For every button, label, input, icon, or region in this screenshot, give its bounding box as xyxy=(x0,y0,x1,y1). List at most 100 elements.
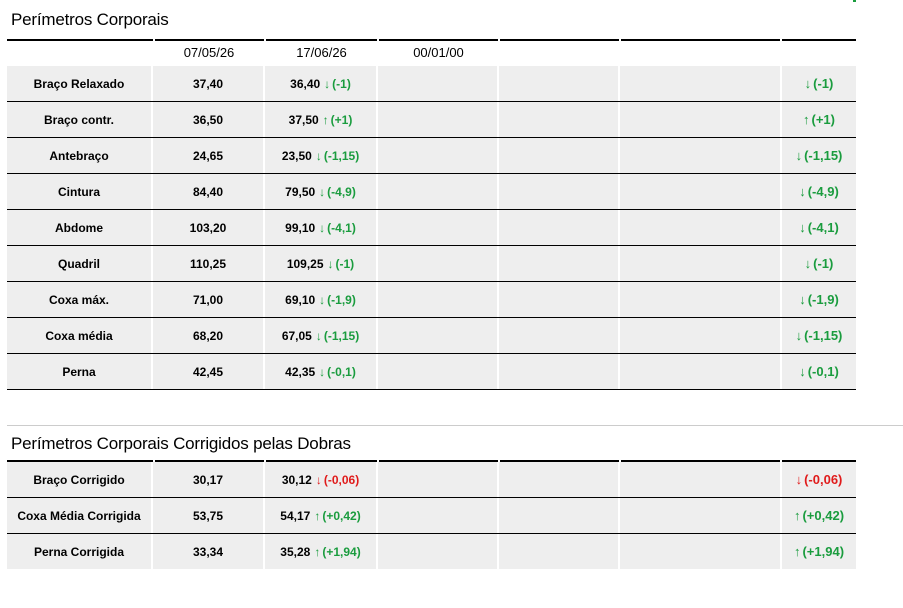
value-text: 42,35 xyxy=(285,364,316,379)
empty-cell xyxy=(620,354,782,389)
delta-text: (+1,94) xyxy=(802,544,845,559)
arrow-down-icon: ↓ xyxy=(315,328,322,343)
delta-value: ↓ (-1,15) xyxy=(796,148,843,163)
arrow-down-icon: ↓ xyxy=(799,292,806,307)
row-label: Coxa máx. xyxy=(7,282,153,317)
corner-mark xyxy=(853,0,856,2)
delta-text: (-0,1) xyxy=(327,364,356,379)
trend-cell: ↓ (-1,15) xyxy=(782,318,856,353)
row-separator xyxy=(7,173,856,174)
trend-cell: ↓ (-1) xyxy=(782,246,856,281)
row-separator xyxy=(7,245,856,246)
delta-text: (-4,9) xyxy=(327,184,356,199)
delta-text: (-1,9) xyxy=(807,292,839,307)
table-row: Abdome 103,20 99,10 ↓ (-4,1) ↓ (-4,1) xyxy=(7,210,856,245)
empty-cell xyxy=(499,174,620,209)
trend-cell: ↓ (-0,06) xyxy=(782,462,856,497)
value-text: 79,50 xyxy=(285,184,316,199)
arrow-down-icon: ↓ xyxy=(804,256,812,271)
delta-text: (-1,15) xyxy=(323,328,360,343)
empty-cell xyxy=(620,66,782,101)
section-title-corrigidos: Perímetros Corporais Corrigidos pelas Do… xyxy=(11,434,351,453)
row-separator xyxy=(7,209,856,210)
table-row: Coxa média 68,20 67,05 ↓ (-1,15) ↓ (-1,15) xyxy=(7,318,856,353)
empty-cell xyxy=(620,210,782,245)
delta-text: (+0,42) xyxy=(322,508,361,523)
header-bar-2 xyxy=(7,460,857,462)
trend-cell: ↓ (-4,1) xyxy=(782,210,856,245)
value-date-2: 69,10 ↓ (-1,9) xyxy=(265,282,378,317)
empty-cell xyxy=(499,102,620,137)
delta-value: ↑ (+1) xyxy=(803,112,835,127)
delta-value: ↓ (-1,9) xyxy=(319,293,356,307)
delta-value: ↑ (+1,94) xyxy=(314,545,360,559)
value-date-2: 67,05 ↓ (-1,15) xyxy=(265,318,378,353)
table-row: Perna 42,45 42,35 ↓ (-0,1) ↓ (-0,1) xyxy=(7,354,856,389)
value-text: 99,10 xyxy=(285,220,316,235)
empty-cell xyxy=(499,210,620,245)
table-row: Braço Relaxado 37,40 36,40 ↓ (-1) ↓ (-1) xyxy=(7,66,856,101)
empty-cell xyxy=(620,138,782,173)
arrow-down-icon: ↓ xyxy=(324,76,331,91)
trend-cell: ↑ (+0,42) xyxy=(782,498,856,533)
value-text: 36,40 xyxy=(290,76,321,91)
arrow-down-icon: ↓ xyxy=(795,472,803,487)
row-separator xyxy=(7,281,856,282)
date-col-3: 00/01/00 xyxy=(413,45,464,60)
delta-text: (-1,15) xyxy=(804,148,843,163)
value-date-1: 68,20 xyxy=(153,318,265,353)
table-row: Perna Corrigida 33,34 35,28 ↑ (+1,94) ↑ (+1,94… xyxy=(7,534,856,569)
value-text: 67,05 xyxy=(281,328,312,343)
value-date-1: 33,34 xyxy=(153,534,265,569)
arrow-down-icon: ↓ xyxy=(799,220,806,235)
arrow-down-icon: ↓ xyxy=(327,256,334,271)
arrow-up-icon: ↑ xyxy=(793,508,801,523)
row-separator xyxy=(7,533,856,534)
row-label: Coxa média xyxy=(7,318,153,353)
value-date-2: 30,12 ↓ (-0,06) xyxy=(265,462,378,497)
value-text: 23,50 xyxy=(281,148,312,163)
delta-value: ↓ (-1) xyxy=(324,77,351,91)
table-row: Cintura 84,40 79,50 ↓ (-4,9) ↓ (-4,9) xyxy=(7,174,856,209)
empty-cell xyxy=(620,174,782,209)
trend-cell: ↓ (-4,9) xyxy=(782,174,856,209)
trend-cell: ↓ (-1,9) xyxy=(782,282,856,317)
arrow-down-icon: ↓ xyxy=(315,472,322,487)
row-label: Braço contr. xyxy=(7,102,153,137)
delta-text: (-1,15) xyxy=(804,328,843,343)
value-date-3 xyxy=(378,534,499,569)
trend-cell: ↓ (-0,1) xyxy=(782,354,856,389)
empty-cell xyxy=(499,462,620,497)
delta-text: (+1) xyxy=(811,112,835,127)
delta-value: ↓ (-4,1) xyxy=(799,220,839,235)
delta-value: ↓ (-0,06) xyxy=(796,472,843,487)
delta-value: ↓ (-0,06) xyxy=(316,473,359,487)
delta-value: ↓ (-4,1) xyxy=(319,221,356,235)
arrow-down-icon: ↓ xyxy=(315,148,322,163)
value-date-2: 23,50 ↓ (-1,15) xyxy=(265,138,378,173)
trend-cell: ↓ (-1,15) xyxy=(782,138,856,173)
empty-cell xyxy=(620,498,782,533)
delta-value: ↓ (-1) xyxy=(328,257,355,271)
delta-text: (-1,9) xyxy=(327,292,356,307)
value-date-1: 24,65 xyxy=(153,138,265,173)
trend-cell: ↓ (-1) xyxy=(782,66,856,101)
section-title-perimetros: Perímetros Corporais xyxy=(11,10,169,29)
empty-cell xyxy=(499,498,620,533)
value-date-3 xyxy=(378,462,499,497)
delta-text: (+0,42) xyxy=(802,508,845,523)
empty-cell xyxy=(620,282,782,317)
value-date-1: 36,50 xyxy=(153,102,265,137)
arrow-down-icon: ↓ xyxy=(319,292,326,307)
value-date-3 xyxy=(378,498,499,533)
value-date-1: 30,17 xyxy=(153,462,265,497)
table-row: Braço contr. 36,50 37,50 ↑ (+1) ↑ (+1) xyxy=(7,102,856,137)
delta-value: ↓ (-4,9) xyxy=(799,184,839,199)
table-row: Coxa Média Corrigida 53,75 54,17 ↑ (+0,42) ↑(… xyxy=(7,498,856,533)
arrow-down-icon: ↓ xyxy=(795,328,803,343)
empty-cell xyxy=(499,318,620,353)
empty-cell xyxy=(499,246,620,281)
value-date-3 xyxy=(378,174,499,209)
delta-text: (+1) xyxy=(330,112,353,127)
empty-cell xyxy=(620,318,782,353)
